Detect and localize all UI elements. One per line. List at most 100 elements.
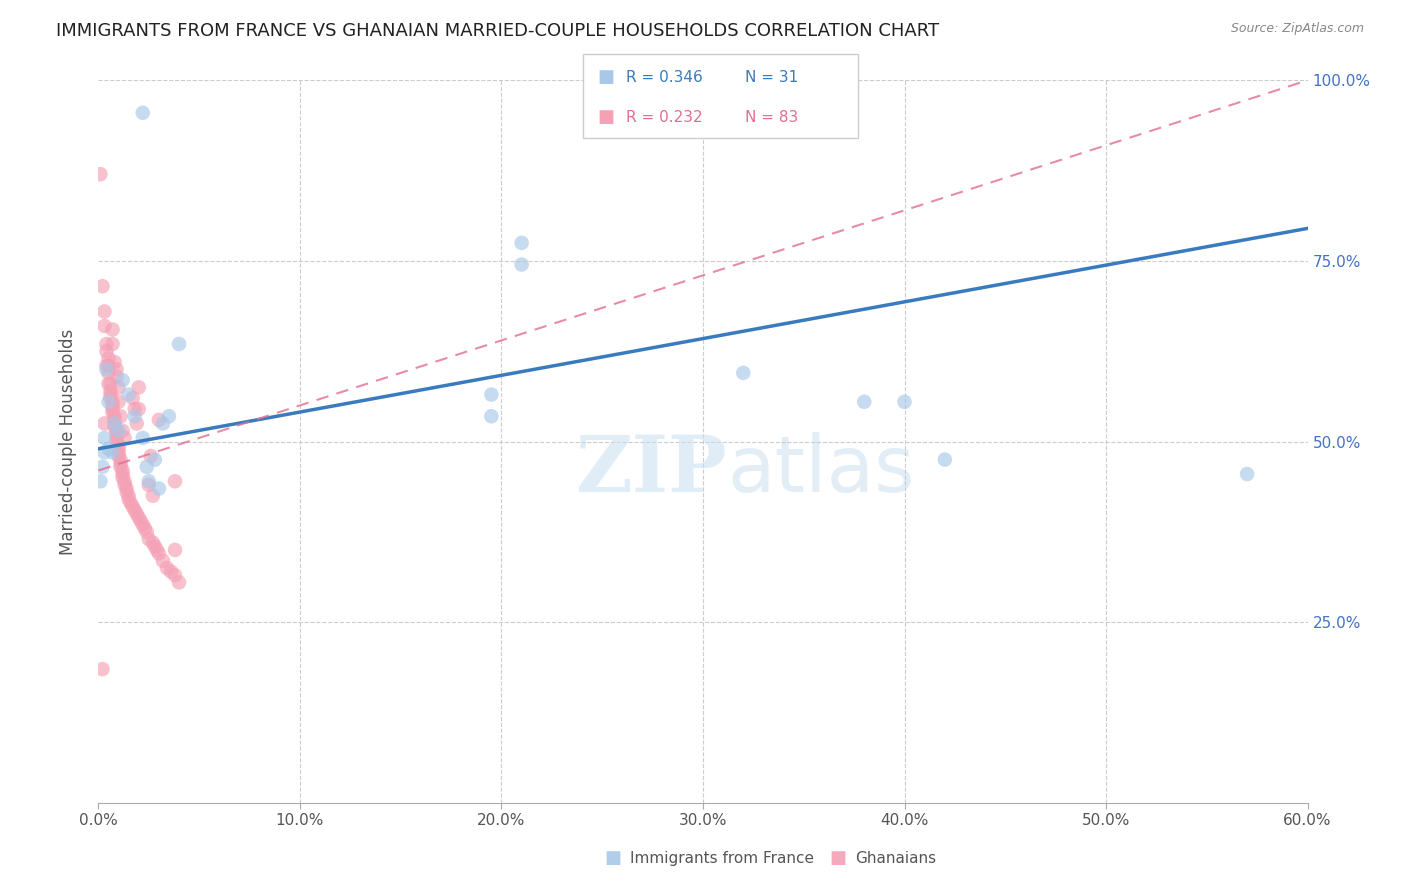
Point bbox=[100, 384, 122, 398]
Point bbox=[142, 535, 165, 549]
Point bbox=[101, 406, 124, 420]
Point bbox=[93, 431, 115, 445]
Point bbox=[101, 398, 124, 412]
Point bbox=[101, 394, 124, 409]
Point bbox=[143, 452, 166, 467]
Point bbox=[146, 542, 169, 557]
Point bbox=[93, 417, 115, 431]
Point bbox=[142, 489, 165, 503]
Point bbox=[118, 489, 141, 503]
Point bbox=[125, 507, 148, 521]
Point bbox=[105, 369, 128, 384]
Point bbox=[128, 380, 150, 394]
Point bbox=[148, 482, 170, 496]
Text: R = 0.346: R = 0.346 bbox=[626, 70, 703, 85]
Point bbox=[89, 167, 111, 181]
Point bbox=[111, 467, 134, 481]
Point bbox=[111, 463, 134, 477]
Point bbox=[163, 475, 186, 489]
Point bbox=[110, 452, 132, 467]
Point bbox=[115, 482, 138, 496]
Point bbox=[139, 449, 162, 463]
Point bbox=[135, 459, 157, 474]
Point bbox=[93, 304, 115, 318]
Text: ■: ■ bbox=[605, 849, 621, 867]
Point bbox=[110, 456, 132, 470]
Point bbox=[96, 359, 118, 373]
Point bbox=[124, 402, 146, 417]
Point bbox=[101, 322, 124, 336]
Point bbox=[97, 359, 120, 373]
Point bbox=[135, 524, 157, 539]
Point bbox=[148, 547, 170, 561]
Text: Source: ZipAtlas.com: Source: ZipAtlas.com bbox=[1230, 22, 1364, 36]
Point bbox=[107, 442, 129, 456]
Point bbox=[91, 662, 114, 676]
Text: R = 0.232: R = 0.232 bbox=[626, 110, 702, 125]
Point bbox=[163, 542, 186, 557]
Point bbox=[128, 402, 150, 417]
Point bbox=[103, 417, 125, 431]
Point bbox=[138, 532, 160, 546]
Point bbox=[96, 362, 118, 376]
Point bbox=[118, 492, 141, 507]
Text: ■: ■ bbox=[598, 108, 614, 126]
Point bbox=[148, 413, 170, 427]
Point bbox=[114, 431, 136, 445]
Point bbox=[152, 417, 174, 431]
Point bbox=[100, 387, 122, 401]
Text: N = 31: N = 31 bbox=[745, 70, 799, 85]
Text: N = 83: N = 83 bbox=[745, 110, 799, 125]
Point bbox=[111, 424, 134, 438]
Text: ■: ■ bbox=[830, 849, 846, 867]
Point bbox=[101, 445, 124, 459]
Point bbox=[101, 337, 124, 351]
Point bbox=[93, 445, 115, 459]
Point bbox=[105, 362, 128, 376]
Point bbox=[107, 438, 129, 452]
Point bbox=[110, 409, 132, 424]
Point bbox=[124, 503, 146, 517]
Y-axis label: Married-couple Households: Married-couple Households bbox=[59, 328, 77, 555]
Point bbox=[97, 366, 120, 380]
Point bbox=[111, 373, 134, 387]
Point bbox=[143, 539, 166, 553]
Point bbox=[91, 279, 114, 293]
Point bbox=[114, 478, 136, 492]
Point bbox=[107, 394, 129, 409]
Text: atlas: atlas bbox=[727, 433, 915, 508]
Point bbox=[93, 318, 115, 333]
Point bbox=[167, 575, 190, 590]
Point bbox=[132, 517, 155, 532]
Point bbox=[110, 459, 132, 474]
Point bbox=[103, 355, 125, 369]
Point bbox=[138, 475, 160, 489]
Point bbox=[107, 445, 129, 459]
Point bbox=[124, 409, 146, 424]
Point bbox=[97, 351, 120, 366]
Point bbox=[107, 424, 129, 438]
Text: Ghanaians: Ghanaians bbox=[855, 851, 936, 865]
Point bbox=[96, 337, 118, 351]
Point bbox=[160, 565, 183, 579]
Point bbox=[132, 105, 155, 120]
Point bbox=[105, 431, 128, 445]
Point bbox=[100, 391, 122, 405]
Point bbox=[125, 417, 148, 431]
Point bbox=[103, 420, 125, 434]
Point bbox=[138, 478, 160, 492]
Point bbox=[129, 514, 152, 528]
Point bbox=[893, 394, 915, 409]
Point bbox=[105, 427, 128, 442]
Point bbox=[134, 521, 156, 535]
Point bbox=[103, 413, 125, 427]
Text: Immigrants from France: Immigrants from France bbox=[630, 851, 814, 865]
Point bbox=[121, 391, 143, 405]
Point bbox=[107, 380, 129, 394]
Point bbox=[97, 394, 120, 409]
Point bbox=[163, 568, 186, 582]
Point bbox=[510, 235, 533, 250]
Point bbox=[97, 442, 120, 456]
Point bbox=[934, 452, 956, 467]
Point bbox=[105, 434, 128, 449]
